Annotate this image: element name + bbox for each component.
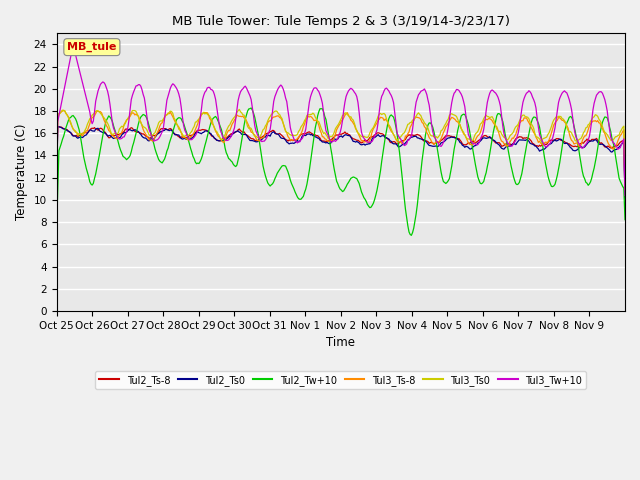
Tul3_Ts-8: [621, 187, 629, 192]
Tul2_Ts-8: [621, 194, 629, 200]
Tul3_Tw+10: [399, 141, 407, 146]
Tul2_Ts0: [621, 196, 629, 202]
Tul2_Tw+10: [230, 162, 237, 168]
Tul3_Ts0: [621, 184, 629, 190]
Tul2_Ts0: [230, 130, 238, 135]
Tul2_Ts0: [472, 143, 479, 148]
Tul2_Ts0: [399, 142, 407, 147]
Tul2_Tw+10: [621, 217, 629, 223]
Tul3_Tw+10: [294, 140, 301, 146]
Line: Tul3_Ts-8: Tul3_Ts-8: [56, 110, 625, 190]
Tul3_Tw+10: [621, 192, 629, 198]
Tul3_Ts-8: [230, 117, 238, 122]
Line: Tul3_Tw+10: Tul3_Tw+10: [56, 48, 625, 195]
Line: Tul2_Ts0: Tul2_Ts0: [56, 127, 625, 199]
Tul3_Tw+10: [472, 142, 479, 147]
Tul3_Ts-8: [52, 182, 60, 188]
Tul3_Tw+10: [230, 125, 238, 131]
Tul3_Tw+10: [570, 124, 578, 130]
Tul3_Ts-8: [472, 137, 479, 143]
Tul2_Ts0: [294, 138, 301, 144]
Line: Tul2_Ts-8: Tul2_Ts-8: [56, 126, 625, 197]
Tul2_Tw+10: [399, 184, 407, 190]
Tul2_Ts0: [570, 148, 578, 154]
Text: MB_tule: MB_tule: [67, 42, 116, 52]
Tul2_Ts-8: [570, 144, 578, 149]
Tul3_Ts-8: [294, 135, 301, 141]
Tul2_Ts-8: [54, 123, 61, 129]
Tul3_Tw+10: [69, 46, 77, 51]
Line: Tul3_Ts0: Tul3_Ts0: [56, 109, 625, 187]
Tul2_Tw+10: [247, 105, 255, 111]
Tul3_Ts0: [236, 107, 243, 112]
Tul2_Tw+10: [52, 230, 60, 236]
X-axis label: Time: Time: [326, 336, 355, 349]
Tul2_Ts0: [52, 185, 60, 191]
Tul3_Tw+10: [372, 131, 380, 136]
Tul3_Tw+10: [52, 184, 60, 190]
Tul3_Ts-8: [570, 141, 578, 147]
Tul2_Ts0: [55, 124, 63, 130]
Tul2_Ts-8: [472, 140, 479, 146]
Tul2_Tw+10: [372, 192, 380, 198]
Tul2_Tw+10: [473, 168, 481, 174]
Line: Tul2_Tw+10: Tul2_Tw+10: [56, 108, 625, 235]
Tul3_Ts0: [230, 116, 237, 121]
Tul3_Ts0: [372, 119, 380, 125]
Tul3_Ts-8: [399, 139, 407, 145]
Tul2_Ts0: [372, 134, 380, 140]
Tul2_Tw+10: [572, 128, 579, 134]
Tul3_Ts0: [294, 132, 301, 137]
Tul2_Ts-8: [372, 132, 380, 137]
Title: MB Tule Tower: Tule Temps 2 & 3 (3/19/14-3/23/17): MB Tule Tower: Tule Temps 2 & 3 (3/19/14…: [172, 15, 510, 28]
Tul2_Ts-8: [294, 137, 301, 143]
Tul3_Ts0: [399, 131, 407, 136]
Tul2_Tw+10: [294, 194, 301, 200]
Tul3_Ts0: [52, 176, 60, 181]
Tul3_Ts-8: [60, 108, 67, 113]
Tul3_Ts-8: [372, 122, 380, 128]
Y-axis label: Temperature (C): Temperature (C): [15, 124, 28, 220]
Tul2_Ts-8: [230, 130, 238, 136]
Tul2_Ts-8: [52, 185, 60, 191]
Tul3_Ts0: [570, 135, 578, 141]
Tul2_Tw+10: [408, 232, 415, 238]
Tul3_Ts0: [472, 131, 479, 137]
Tul2_Ts-8: [399, 138, 407, 144]
Legend: Tul2_Ts-8, Tul2_Ts0, Tul2_Tw+10, Tul3_Ts-8, Tul3_Ts0, Tul3_Tw+10: Tul2_Ts-8, Tul2_Ts0, Tul2_Tw+10, Tul3_Ts…: [95, 371, 586, 389]
